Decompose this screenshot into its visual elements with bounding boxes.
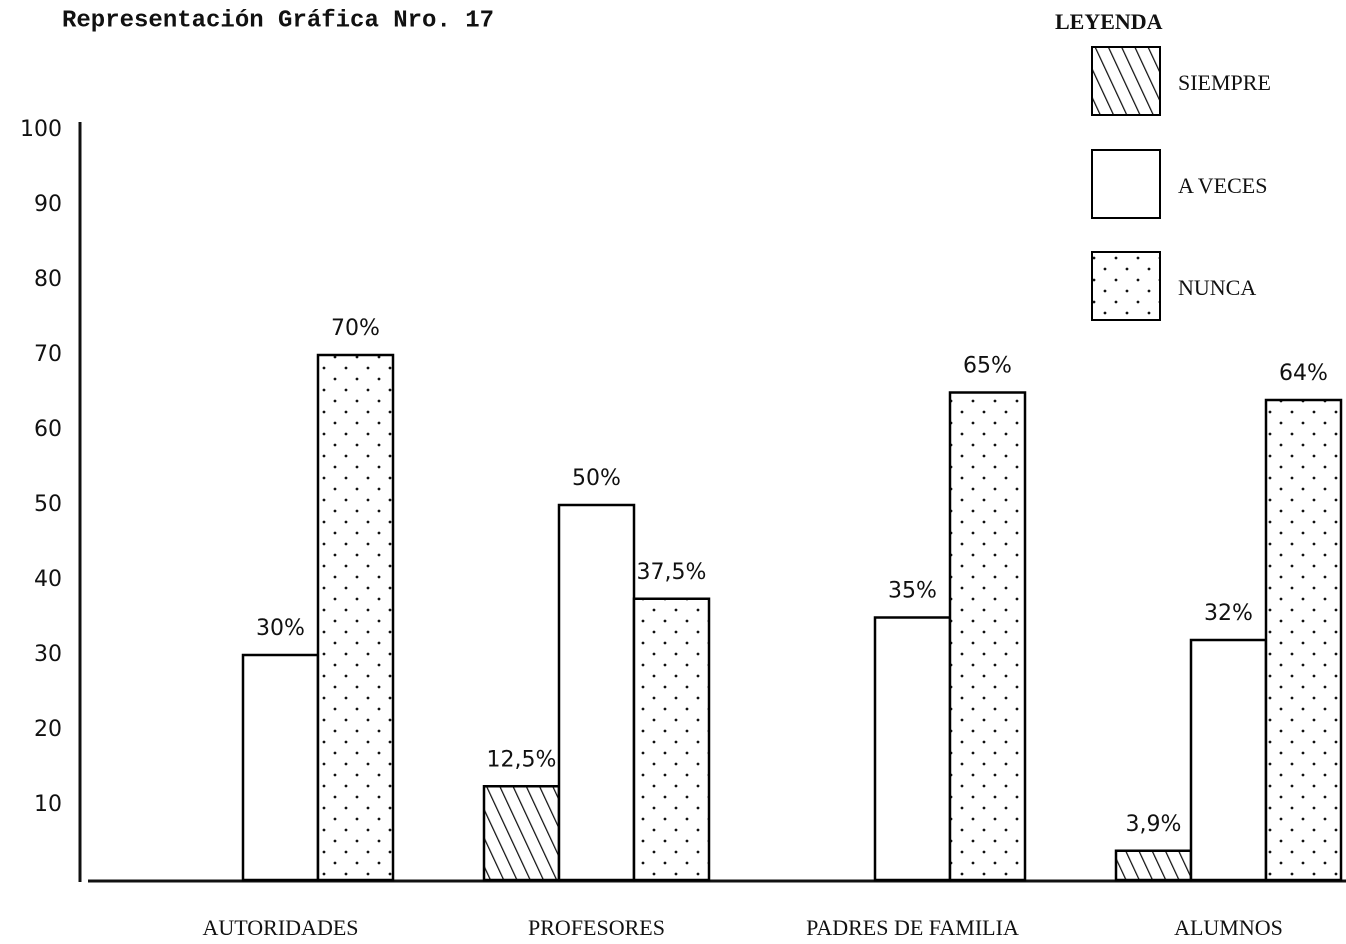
y-tick-label: 30 xyxy=(34,642,62,667)
y-tick-label: 50 xyxy=(34,492,62,517)
value-label: 64% xyxy=(1279,361,1328,386)
bar xyxy=(241,653,320,882)
value-label: 3,9% xyxy=(1126,812,1182,837)
x-tick-label: AUTORIDADES xyxy=(202,915,358,940)
y-tick-label: 20 xyxy=(34,717,62,742)
value-label: 37,5% xyxy=(637,560,707,585)
y-tick-label: 60 xyxy=(34,417,62,442)
value-label: 32% xyxy=(1204,601,1253,626)
legend-title: LEYENDA xyxy=(1055,9,1163,34)
x-tick-label: PADRES DE FAMILIA xyxy=(806,915,1019,940)
legend-swatch xyxy=(1091,251,1161,321)
value-label: 35% xyxy=(888,579,937,604)
value-label: 50% xyxy=(572,466,621,491)
bar xyxy=(316,353,395,882)
value-label: 70% xyxy=(331,316,380,341)
bar xyxy=(632,597,711,882)
y-tick-label: 80 xyxy=(34,267,62,292)
value-label: 30% xyxy=(256,616,305,641)
bar xyxy=(1264,398,1343,882)
chart-title: Representación Gráfica Nro. 17 xyxy=(62,7,494,34)
x-tick-label: PROFESORES xyxy=(528,915,665,940)
y-tick-label: 10 xyxy=(34,792,62,817)
bar xyxy=(557,503,636,882)
y-tick-label: 100 xyxy=(20,117,62,142)
y-tick-label: 70 xyxy=(34,342,62,367)
y-tick-label: 40 xyxy=(34,567,62,592)
bar xyxy=(948,391,1027,882)
legend-label: NUNCA xyxy=(1178,275,1256,300)
legend-swatch xyxy=(1091,46,1161,116)
legend-swatch xyxy=(1091,149,1161,219)
legend-label: A VECES xyxy=(1178,173,1267,198)
bar xyxy=(482,785,561,882)
legend-label: SIEMPRE xyxy=(1178,70,1271,95)
y-tick-label: 90 xyxy=(34,192,62,217)
x-tick-label: ALUMNOS xyxy=(1174,915,1283,940)
value-label: 12,5% xyxy=(487,747,557,772)
bar xyxy=(873,616,952,882)
bar xyxy=(1189,638,1268,882)
bar xyxy=(1114,849,1193,882)
value-label: 65% xyxy=(963,354,1012,379)
